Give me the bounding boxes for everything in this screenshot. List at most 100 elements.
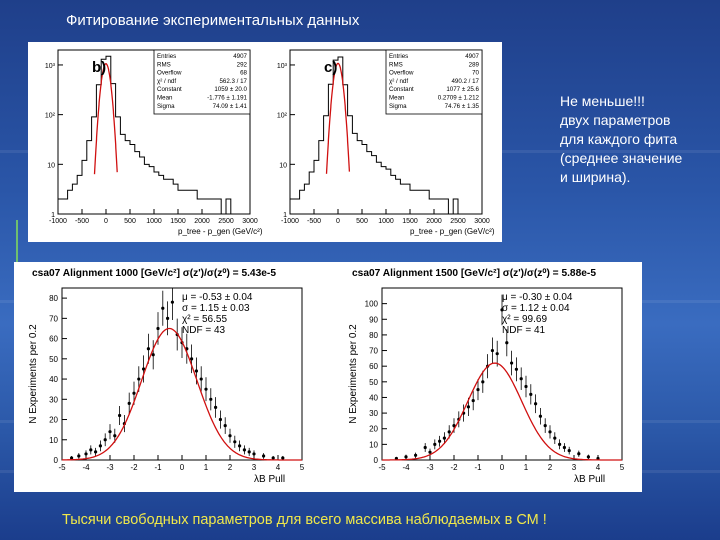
- x-tick-label: -3: [106, 463, 114, 472]
- y-tick-label: 10²: [45, 113, 56, 120]
- y-tick-label: 60: [49, 335, 58, 344]
- data-point: [538, 414, 543, 418]
- y-tick-label: 90: [369, 315, 378, 324]
- data-point: [481, 380, 485, 384]
- stats-value: 68: [240, 70, 247, 77]
- y-tick-label: 10²: [277, 113, 288, 120]
- data-point: [113, 434, 117, 438]
- data-point: [548, 430, 552, 434]
- data-point: [151, 353, 155, 357]
- fit-stats-line: NDF = 41: [502, 325, 546, 336]
- x-tick-label: 1000: [378, 218, 394, 225]
- data-point: [132, 391, 136, 395]
- histogram-steps: [289, 56, 482, 215]
- data-point: [166, 316, 170, 320]
- y-tick-label: 10: [369, 440, 378, 449]
- data-point: [447, 430, 451, 434]
- data-point: [281, 456, 285, 460]
- stats-value: 4907: [233, 53, 247, 60]
- y-tick-label: 30: [49, 395, 58, 404]
- panel-label: c): [324, 59, 337, 76]
- x-tick-label: 3000: [474, 218, 490, 225]
- y-tick-label: 50: [49, 355, 58, 364]
- x-tick-label: -3: [426, 463, 434, 472]
- data-point: [558, 442, 562, 446]
- x-tick-label: 1500: [402, 218, 418, 225]
- data-point: [118, 413, 122, 418]
- y-tick-label: 80: [369, 331, 378, 340]
- y-tick-label: 70: [369, 347, 378, 356]
- y-tick-label: 10³: [277, 63, 288, 70]
- x-tick-label: 3: [252, 463, 257, 472]
- chart-title: csa07 Alignment 1000 [GeV/c²] σ(z')/σ(z⁰…: [32, 268, 276, 279]
- x-tick-label: -4: [82, 463, 90, 472]
- x-tick-label: 0: [336, 218, 340, 225]
- data-point: [238, 444, 242, 448]
- data-point: [103, 438, 107, 442]
- x-tick-label: 0: [104, 218, 108, 225]
- note-line: и ширина).: [560, 169, 631, 185]
- stats-value: 1077 ± 25.6: [446, 86, 479, 93]
- x-tick-label: -5: [378, 463, 386, 472]
- data-point: [394, 456, 398, 461]
- data-point: [471, 398, 475, 403]
- x-tick-label: -1: [474, 463, 482, 472]
- stats-key: Entries: [157, 53, 176, 60]
- data-point: [228, 434, 232, 438]
- data-point: [142, 367, 146, 371]
- data-point: [94, 450, 98, 454]
- x-tick-label: 0: [500, 463, 505, 472]
- data-point: [214, 405, 218, 409]
- x-tick-label: -4: [402, 463, 410, 472]
- y-tick-label: 10: [49, 436, 58, 445]
- y-tick-label: 10³: [45, 63, 56, 70]
- fit-stats-line: NDF = 43: [182, 325, 226, 336]
- data-point: [476, 388, 480, 392]
- fit-stats-line: χ² = 56.55: [182, 314, 227, 325]
- x-tick-label: -1000: [49, 218, 67, 225]
- data-point: [534, 402, 538, 406]
- x-tick-label: 4: [276, 463, 281, 472]
- y-tick-label: 1: [283, 212, 287, 219]
- data-point: [127, 401, 131, 405]
- x-tick-label: 2000: [426, 218, 442, 225]
- y-tick-label: 1: [51, 212, 55, 219]
- x-tick-label: -500: [75, 218, 89, 225]
- data-point: [519, 377, 523, 381]
- x-axis-label: p_tree - p_gen (GeV/c²): [178, 227, 263, 236]
- note-line: Не меньше!!!: [560, 93, 645, 109]
- stats-key: Constant: [389, 86, 414, 93]
- fit-stats-line: σ = 1.12 ± 0.04: [502, 303, 570, 314]
- note-line: (среднее значение: [560, 150, 683, 166]
- data-point: [223, 424, 227, 428]
- data-point: [442, 436, 446, 440]
- data-point: [586, 455, 591, 459]
- y-tick-label: 50: [369, 378, 378, 387]
- data-point: [514, 367, 518, 371]
- x-tick-label: 2: [548, 463, 553, 472]
- stats-key: RMS: [157, 61, 171, 68]
- fit-stats-line: σ = 1.15 ± 0.03: [182, 303, 250, 314]
- data-point: [156, 326, 160, 331]
- stats-value: 490.2 / 17: [451, 78, 479, 85]
- x-tick-label: 0: [180, 463, 185, 472]
- x-tick-label: -2: [450, 463, 458, 472]
- x-tick-label: 500: [356, 218, 368, 225]
- stats-value: 1059 ± 20.0: [214, 86, 247, 93]
- data-point: [562, 445, 567, 450]
- stats-value: -1.776 ± 1.191: [207, 95, 247, 102]
- decorative-divider: [16, 220, 18, 264]
- y-tick-label: 40: [49, 375, 58, 384]
- stats-value: 292: [237, 61, 248, 68]
- data-point: [510, 361, 514, 365]
- footer-text: Тысячи свободных параметров для всего ма…: [62, 512, 547, 528]
- fit-stats-line: μ = -0.30 ± 0.04: [502, 292, 573, 303]
- stats-value: 0.2709 ± 1.212: [438, 95, 480, 102]
- stats-key: Sigma: [157, 103, 175, 110]
- data-point: [137, 377, 141, 381]
- data-point: [543, 424, 547, 428]
- y-tick-label: 10: [47, 162, 55, 169]
- histogram-steps: [57, 55, 250, 215]
- gaussian-fit-curve: [325, 62, 351, 174]
